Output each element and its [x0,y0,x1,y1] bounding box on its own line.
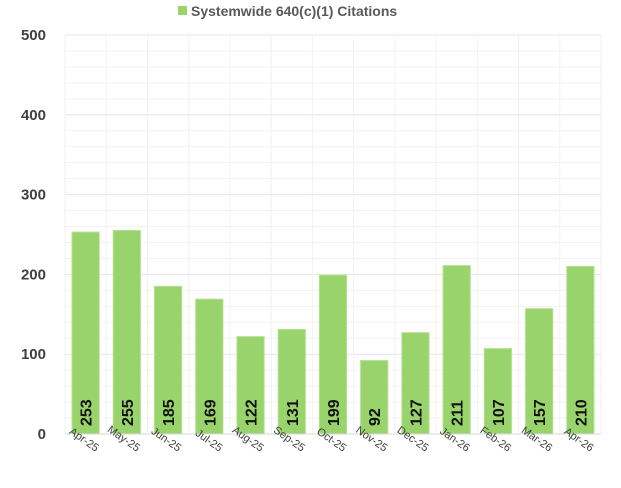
data-label: 92 [367,408,384,426]
y-tick-label: 100 [21,346,46,363]
bar [153,285,183,435]
data-label: 255 [120,399,137,426]
data-label: 127 [408,399,425,426]
data-label: 157 [532,399,549,426]
bar [112,230,141,435]
data-label: 210 [573,399,590,426]
data-label: 185 [161,399,178,426]
bar [442,265,471,435]
bar [277,328,306,435]
legend: Systemwide 640(c)(1) Citations [178,3,397,19]
legend-swatch [178,6,187,15]
data-label: 107 [491,399,508,426]
data-label: 211 [450,400,467,426]
data-label: 122 [244,399,261,426]
y-tick-label: 400 [21,107,46,124]
y-tick-label: 0 [38,426,46,443]
y-tick-label: 300 [21,187,46,204]
data-label: 131 [285,399,302,426]
y-tick-label: 200 [21,266,46,283]
y-axis: 0 100 200 300 400 500 [21,27,46,443]
data-label: 199 [326,399,343,426]
bar [71,231,100,435]
bar [566,265,595,435]
legend-label: Systemwide 640(c)(1) Citations [191,3,397,19]
bar [195,298,224,435]
bar [401,332,430,435]
data-label: 253 [79,399,96,426]
data-label: 169 [202,399,219,426]
y-tick-label: 500 [21,27,46,44]
bar [236,336,265,435]
bar-series: 253 255 185 169 122 131 199 92 127 211 107 157 210 [71,230,595,435]
